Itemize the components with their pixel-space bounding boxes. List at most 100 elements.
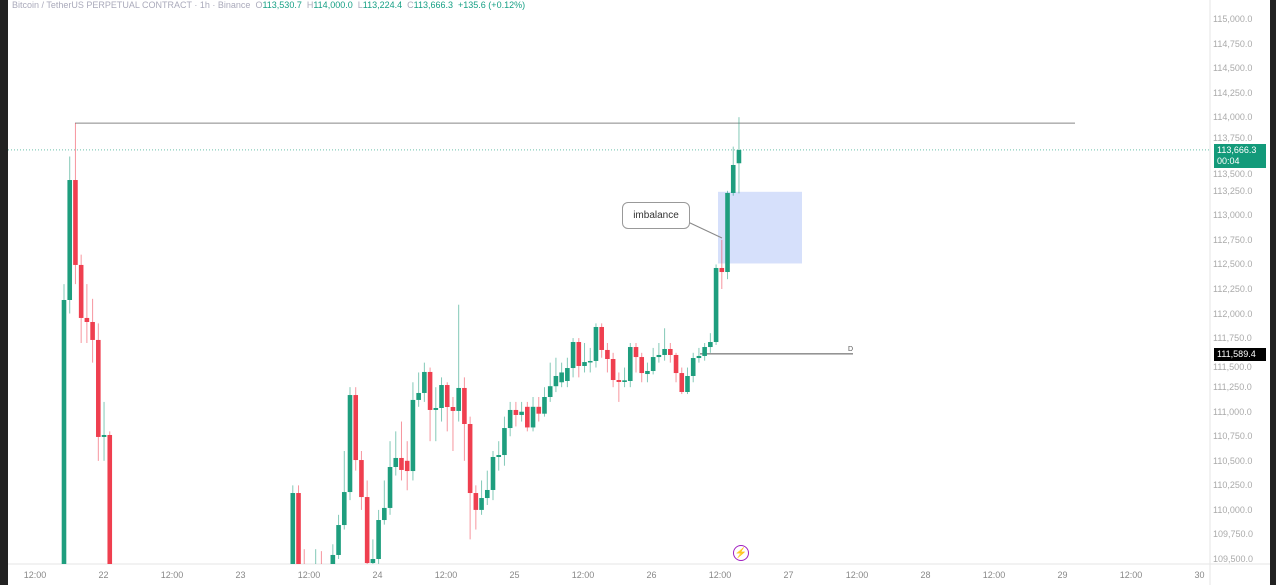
candle-body bbox=[496, 455, 502, 457]
candle-body bbox=[336, 525, 341, 555]
high-key: H bbox=[306, 0, 314, 10]
candle-body bbox=[587, 360, 593, 363]
imbalance-callout[interactable]: imbalance bbox=[622, 202, 690, 229]
time-axis-label: 28 bbox=[920, 570, 931, 580]
candle-body bbox=[599, 326, 604, 350]
open-value: 113,530.7 bbox=[262, 0, 302, 10]
candle-body bbox=[353, 395, 359, 461]
candle-body bbox=[696, 355, 702, 359]
price-axis-label: 113,000.0 bbox=[1213, 210, 1253, 221]
candle-body bbox=[490, 456, 496, 490]
candle-body bbox=[593, 326, 599, 361]
time-axis-label: 12:00 bbox=[434, 570, 458, 580]
time-axis-label: 22 bbox=[98, 570, 109, 580]
time-axis-label: 12:00 bbox=[1119, 570, 1143, 580]
price-axis-label: 114,000.0 bbox=[1213, 112, 1253, 123]
time-axis-label: 12:00 bbox=[845, 570, 869, 580]
candles bbox=[61, 117, 742, 564]
candle-body bbox=[473, 493, 479, 510]
low-value: 113,224.4 bbox=[362, 0, 403, 10]
candle-body bbox=[61, 299, 67, 564]
candle-body bbox=[685, 375, 690, 392]
candle-body bbox=[736, 149, 742, 164]
price-axis-label: 113,750.0 bbox=[1213, 132, 1253, 143]
candle-body bbox=[96, 339, 101, 437]
high-value: 114,000.0 bbox=[313, 0, 353, 10]
price-axis-label: 111,000.0 bbox=[1213, 406, 1252, 417]
candle-body bbox=[410, 399, 416, 472]
candle-body bbox=[376, 520, 381, 559]
price-axis-label: 111,750.0 bbox=[1213, 333, 1252, 344]
candle-body bbox=[341, 492, 347, 526]
candle-body bbox=[570, 342, 576, 369]
candle-body bbox=[725, 192, 730, 273]
change-value: +135.6 (+0.12%) bbox=[458, 0, 526, 10]
candle-body bbox=[708, 342, 713, 348]
price-axis-label: 110,750.0 bbox=[1213, 431, 1253, 442]
right-border bbox=[1270, 0, 1276, 585]
candle-body bbox=[679, 373, 685, 392]
close-key: C bbox=[407, 0, 414, 10]
price-axis-label: 110,000.0 bbox=[1213, 504, 1253, 515]
lightning-icon[interactable]: ⚡ bbox=[733, 545, 749, 561]
open-key: O bbox=[255, 0, 263, 10]
candle-body bbox=[702, 347, 707, 356]
time-axis-label: 30 bbox=[1194, 570, 1205, 580]
candle-body bbox=[382, 507, 387, 521]
price-axis-label: 109,750.0 bbox=[1213, 529, 1254, 540]
candle-body bbox=[542, 397, 547, 414]
time-axis-label: 12:00 bbox=[708, 570, 732, 580]
candle-body bbox=[582, 362, 587, 366]
candle-body bbox=[393, 457, 399, 468]
price-axis-label: 114,750.0 bbox=[1213, 38, 1253, 49]
candle-body bbox=[427, 371, 433, 410]
candle-body bbox=[84, 317, 90, 322]
candle-body bbox=[439, 385, 444, 408]
price-axis-label: 115,000.0 bbox=[1213, 14, 1253, 24]
price-axis-label: 112,750.0 bbox=[1213, 234, 1253, 245]
candle-body bbox=[484, 489, 490, 499]
candle-body bbox=[559, 372, 564, 383]
candle-body bbox=[547, 386, 553, 397]
symbol-name[interactable]: Bitcoin / TetherUS PERPETUAL CONTRACT · … bbox=[12, 0, 251, 10]
candle-body bbox=[502, 428, 507, 456]
time-axis-label: 12:00 bbox=[297, 570, 321, 580]
candle-body bbox=[78, 264, 84, 318]
close-value: 113,666.3 bbox=[413, 0, 454, 10]
candle-body bbox=[622, 380, 627, 382]
candle-body bbox=[519, 411, 524, 415]
price-axis-label: 113,250.0 bbox=[1213, 185, 1253, 196]
price-axis-label: 109,500.0 bbox=[1213, 554, 1254, 564]
price-axis-label: 112,500.0 bbox=[1213, 259, 1253, 270]
imbalance-zone bbox=[718, 191, 802, 264]
price-axis-label: 111,250.0 bbox=[1213, 382, 1252, 393]
candle-body bbox=[553, 375, 559, 387]
candle-body bbox=[296, 493, 301, 564]
time-axis-label: 12:00 bbox=[571, 570, 595, 580]
candle-body bbox=[450, 407, 456, 411]
symbol-legend: Bitcoin / TetherUS PERPETUAL CONTRACT · … bbox=[12, 0, 525, 10]
candle-body bbox=[645, 370, 650, 375]
candle-body bbox=[633, 347, 639, 358]
candle-body bbox=[290, 493, 296, 564]
candle-body bbox=[656, 354, 662, 358]
candle-body bbox=[616, 380, 622, 382]
candle-body bbox=[668, 348, 673, 355]
time-axis-label: 24 bbox=[372, 570, 383, 580]
time-axis-label: 27 bbox=[783, 570, 794, 580]
candle-body bbox=[73, 180, 78, 265]
candle-body bbox=[399, 457, 404, 470]
candle-body bbox=[673, 354, 679, 374]
time-axis-label: 29 bbox=[1057, 570, 1068, 580]
candle-body bbox=[730, 164, 736, 193]
candle-body bbox=[67, 180, 73, 300]
candle-body bbox=[101, 434, 107, 437]
time-axis-label: 25 bbox=[509, 570, 520, 580]
candle-body bbox=[536, 406, 542, 414]
low-key: L bbox=[357, 0, 363, 10]
candle-body bbox=[422, 371, 427, 393]
level-line-label: D bbox=[848, 346, 854, 353]
time-axis-label: 26 bbox=[646, 570, 657, 580]
